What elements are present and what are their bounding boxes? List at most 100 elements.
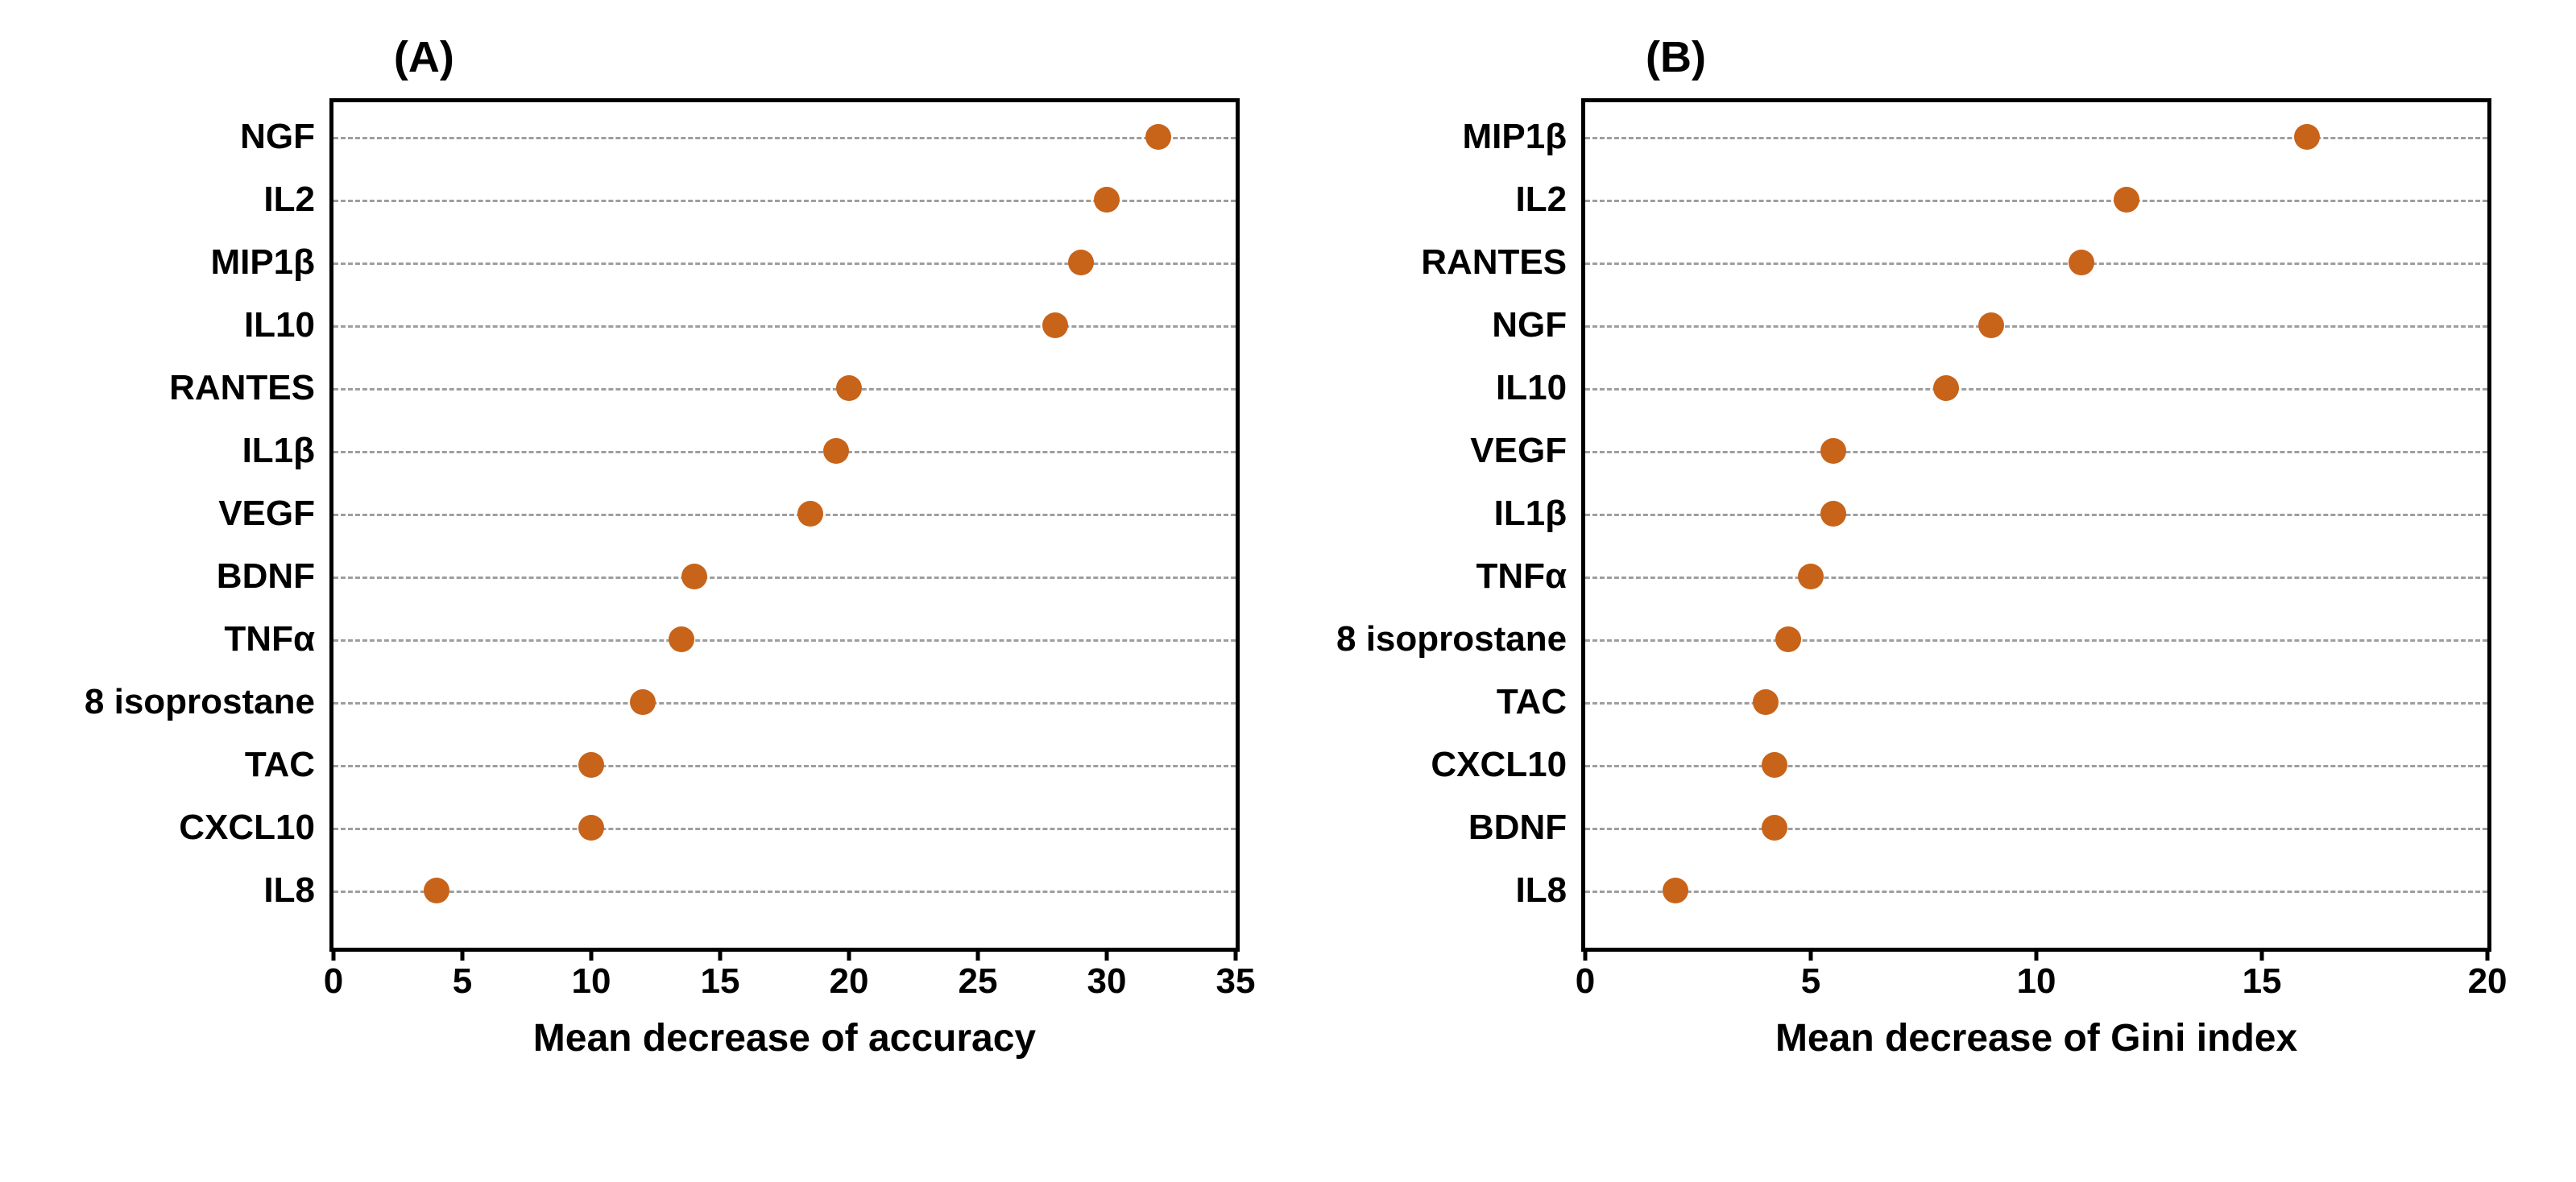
data-point (669, 626, 694, 652)
x-label-row: Mean decrease of accuracy (85, 1008, 1240, 1060)
data-point (578, 815, 604, 841)
data-point (823, 438, 849, 464)
x-tick-label: 10 (2017, 961, 2056, 1002)
data-point (797, 501, 823, 527)
data-point (1753, 689, 1779, 715)
data-point (1762, 752, 1787, 778)
data-point (1145, 124, 1171, 150)
data-point (1094, 187, 1120, 213)
x-ticks: 05101520253035 (329, 952, 1240, 1008)
panel-title: (A) (394, 32, 454, 82)
y-tick-label: TAC (245, 734, 315, 796)
grid-line (333, 325, 1236, 328)
y-tick-label: IL10 (244, 294, 315, 357)
y-tick-label: BDNF (217, 545, 315, 608)
data-point (2114, 187, 2139, 213)
data-point (2069, 250, 2094, 275)
y-tick-label: CXCL10 (179, 796, 315, 859)
y-tick-label: CXCL10 (1431, 734, 1567, 796)
grid-line (333, 891, 1236, 893)
grid-line (1585, 577, 2487, 579)
data-point (2294, 124, 2320, 150)
y-tick-label: IL10 (1496, 357, 1567, 419)
data-point (1775, 626, 1801, 652)
data-point (681, 564, 707, 589)
x-tick-mark (2486, 948, 2490, 961)
x-tick-label: 5 (1801, 961, 1820, 1002)
x-axis: 05101520Mean decrease of Gini index (1336, 952, 2491, 1060)
y-tick-label: IL8 (1516, 859, 1568, 922)
grid-line (333, 577, 1236, 579)
data-point (578, 752, 604, 778)
y-tick-label: MIP1β (1463, 105, 1568, 168)
x-axis-label: Mean decrease of Gini index (1581, 1016, 2491, 1060)
grid-line (333, 828, 1236, 830)
grid-line (1585, 639, 2487, 642)
y-tick-label: RANTES (169, 357, 315, 419)
x-label-container: Mean decrease of accuracy (329, 1008, 1240, 1060)
y-tick-label: IL2 (1516, 168, 1568, 231)
x-axis-spacer (85, 952, 329, 1008)
y-tick-label: NGF (1492, 294, 1567, 357)
data-point (1762, 815, 1787, 841)
grid-line (333, 388, 1236, 391)
panel-b: (B) MIP1βIL2RANTESNGFIL10VEGFIL1βTNFα8 is… (1336, 32, 2491, 1060)
x-tick-mark (1584, 948, 1588, 961)
x-label-container: Mean decrease of Gini index (1581, 1008, 2491, 1060)
data-point (424, 878, 449, 903)
x-label-spacer (85, 1008, 329, 1060)
panel-title: (B) (1646, 32, 1706, 82)
y-tick-label: MIP1β (210, 231, 315, 294)
data-point (1068, 250, 1094, 275)
y-tick-label: 8 isoprostane (1336, 608, 1567, 671)
plot-area (1581, 98, 2491, 952)
data-point (1978, 312, 2004, 338)
x-tick-label: 20 (829, 961, 868, 1002)
y-axis-labels: NGFIL2MIP1βIL10RANTESIL1βVEGFBDNFTNFα8 i… (85, 98, 329, 922)
grid-line (333, 137, 1236, 139)
y-tick-label: VEGF (218, 482, 315, 545)
grid-line (333, 262, 1236, 265)
panel-a: (A) NGFIL2MIP1βIL10RANTESIL1βVEGFBDNFTNFα… (85, 32, 1240, 1060)
x-tick-mark (2260, 948, 2264, 961)
x-tick-mark (589, 948, 593, 961)
grid-line (1585, 325, 2487, 328)
data-point (1798, 564, 1824, 589)
x-tick-label: 35 (1216, 961, 1255, 1002)
y-tick-label: IL8 (263, 859, 315, 922)
grid-line (1585, 765, 2487, 767)
data-point (1933, 375, 1959, 401)
plot-row: NGFIL2MIP1βIL10RANTESIL1βVEGFBDNFTNFα8 i… (85, 98, 1240, 952)
data-point (1042, 312, 1068, 338)
grid-line (1585, 262, 2487, 265)
y-tick-label: VEGF (1470, 419, 1567, 482)
x-tick-label: 25 (958, 961, 997, 1002)
x-axis-spacer (1336, 952, 1581, 1008)
grid-line (1585, 514, 2487, 516)
grid-line (333, 765, 1236, 767)
grid-line (333, 702, 1236, 705)
data-point (1820, 501, 1846, 527)
grid-line (1585, 137, 2487, 139)
y-tick-label: TAC (1497, 671, 1567, 734)
x-tick-mark (331, 948, 335, 961)
x-tick-label: 20 (2468, 961, 2508, 1002)
x-tick-label: 0 (1576, 961, 1595, 1002)
x-tick-mark (975, 948, 979, 961)
x-tick-label: 0 (324, 961, 343, 1002)
plot-area (329, 98, 1240, 952)
grid-line (1585, 702, 2487, 705)
figure-container: (A) NGFIL2MIP1βIL10RANTESIL1βVEGFBDNFTNFα… (0, 0, 2576, 1093)
x-axis-row: 05101520 (1336, 952, 2491, 1008)
x-tick-label: 15 (2243, 961, 2282, 1002)
y-tick-label: RANTES (1421, 231, 1567, 294)
x-tick-label: 15 (700, 961, 739, 1002)
x-tick-mark (1233, 948, 1237, 961)
x-tick-mark (460, 948, 464, 961)
y-tick-label: IL1β (242, 419, 315, 482)
grid-line (1585, 200, 2487, 202)
y-axis-labels: MIP1βIL2RANTESNGFIL10VEGFIL1βTNFα8 isopr… (1336, 98, 1581, 922)
grid-line (1585, 891, 2487, 893)
y-tick-label: IL2 (263, 168, 315, 231)
grid-line (1585, 451, 2487, 453)
